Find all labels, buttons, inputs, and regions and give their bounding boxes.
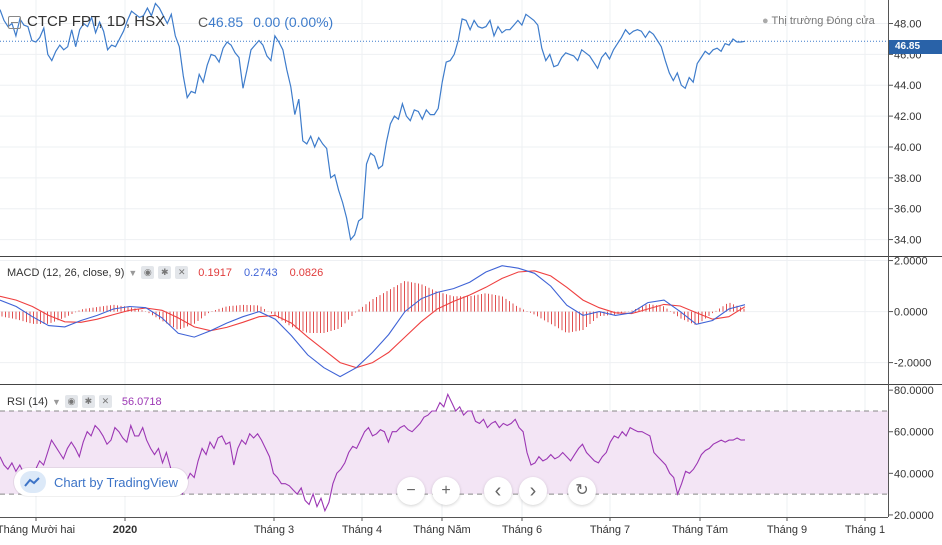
ohlc-readout: C46.85 0.00 (0.00%)	[198, 14, 333, 30]
y-tick-label: 80.0000	[894, 385, 934, 397]
x-tick-label: Tháng Tám	[672, 524, 728, 536]
x-tick-label: Tháng 7	[590, 524, 630, 536]
x-tick-label: Tháng 4	[342, 524, 382, 536]
close-icon[interactable]: ✕	[175, 266, 189, 279]
reset-chart-button[interactable]: ↻	[568, 477, 596, 505]
x-tick-label: Tháng Năm	[413, 524, 470, 536]
y-tick-label: 40.00	[894, 142, 922, 154]
price-line	[0, 2, 746, 241]
y-tick-label: 40.0000	[894, 468, 934, 480]
gear-icon[interactable]: ✱	[81, 395, 95, 408]
x-tick-label: Tháng 3	[254, 524, 294, 536]
eye-icon[interactable]: ◉	[141, 266, 155, 279]
symbol-title: CTCP FPT, 1D, HSX	[27, 13, 166, 30]
collapse-icon[interactable]	[8, 16, 21, 29]
gear-icon[interactable]: ✱	[158, 266, 172, 279]
y-tick-label: 2.0000	[894, 256, 928, 268]
last-price-tag: 46.85	[889, 40, 942, 54]
scroll-right-button[interactable]: ›	[519, 477, 547, 505]
macd-value: 0.1917	[198, 266, 232, 279]
grid-lines	[0, 0, 888, 517]
y-tick-label: 0.0000	[894, 307, 928, 319]
tradingview-text: Chart by TradingView	[54, 474, 179, 490]
eye-icon[interactable]: ◉	[64, 395, 78, 408]
signal-line	[0, 270, 746, 369]
chevron-down-icon[interactable]: ▼	[128, 267, 138, 278]
y-tick-label: 34.00	[894, 235, 922, 247]
rsi-line	[0, 392, 746, 513]
y-tick-label: -2.0000	[894, 358, 931, 370]
tradingview-badge[interactable]: Chart by TradingView	[14, 468, 189, 496]
macd-hist-value: 0.0826	[289, 266, 324, 279]
y-tick-label: 38.00	[894, 173, 922, 185]
market-status-text: Thị trường Đóng cửa	[771, 15, 875, 27]
y-tick-label: 44.00	[894, 80, 922, 92]
macd-legend: MACD (12, 26, close, 9) ▼ ◉ ✱ ✕ 0.1917 0…	[7, 266, 323, 279]
rsi-value: 56.0718	[121, 395, 162, 408]
macd-line	[0, 265, 746, 378]
tradingview-cloud-icon	[20, 471, 46, 493]
zoom-in-button[interactable]: +	[432, 477, 460, 505]
scroll-left-button[interactable]: ‹	[484, 477, 512, 505]
x-tick-label: Tháng Mười hai	[0, 524, 75, 536]
y-tick-label: 60.0000	[894, 427, 934, 439]
rsi-label: RSI (14)	[7, 395, 48, 408]
y-tick-label: 20.0000	[894, 510, 934, 522]
rsi-legend: RSI (14) ▼ ◉ ✱ ✕ 56.0718	[7, 395, 162, 408]
market-status: ● Thị trường Đóng cửa	[762, 15, 875, 27]
zoom-out-button[interactable]: −	[397, 477, 425, 505]
close-value: 46.85	[208, 14, 244, 30]
macd-histogram	[1, 281, 745, 333]
chevron-down-icon[interactable]: ▼	[51, 396, 61, 407]
macd-signal-value: 0.2743	[243, 266, 278, 279]
change-value: 0.00 (0.00%)	[253, 14, 334, 30]
macd-label: MACD (12, 26, close, 9)	[7, 266, 125, 279]
x-tick-label: Tháng 6	[502, 524, 542, 536]
x-tick-label: Tháng 1	[845, 524, 885, 536]
status-dot-icon: ●	[762, 15, 769, 27]
price-axis: 48.0046.0044.0042.0040.0038.0036.0034.00…	[888, 19, 934, 522]
time-axis: Tháng Mười hai 2020 Tháng 3 Tháng 4 Tháng Nă…	[0, 517, 885, 536]
y-tick-label: 42.00	[894, 111, 922, 123]
x-tick-label: Tháng 9	[767, 524, 807, 536]
y-tick-label: 48.00	[894, 19, 922, 31]
y-tick-label: 36.00	[894, 204, 922, 216]
close-icon[interactable]: ✕	[98, 395, 112, 408]
x-tick-label: 2020	[113, 524, 137, 536]
close-label: C	[198, 14, 209, 30]
